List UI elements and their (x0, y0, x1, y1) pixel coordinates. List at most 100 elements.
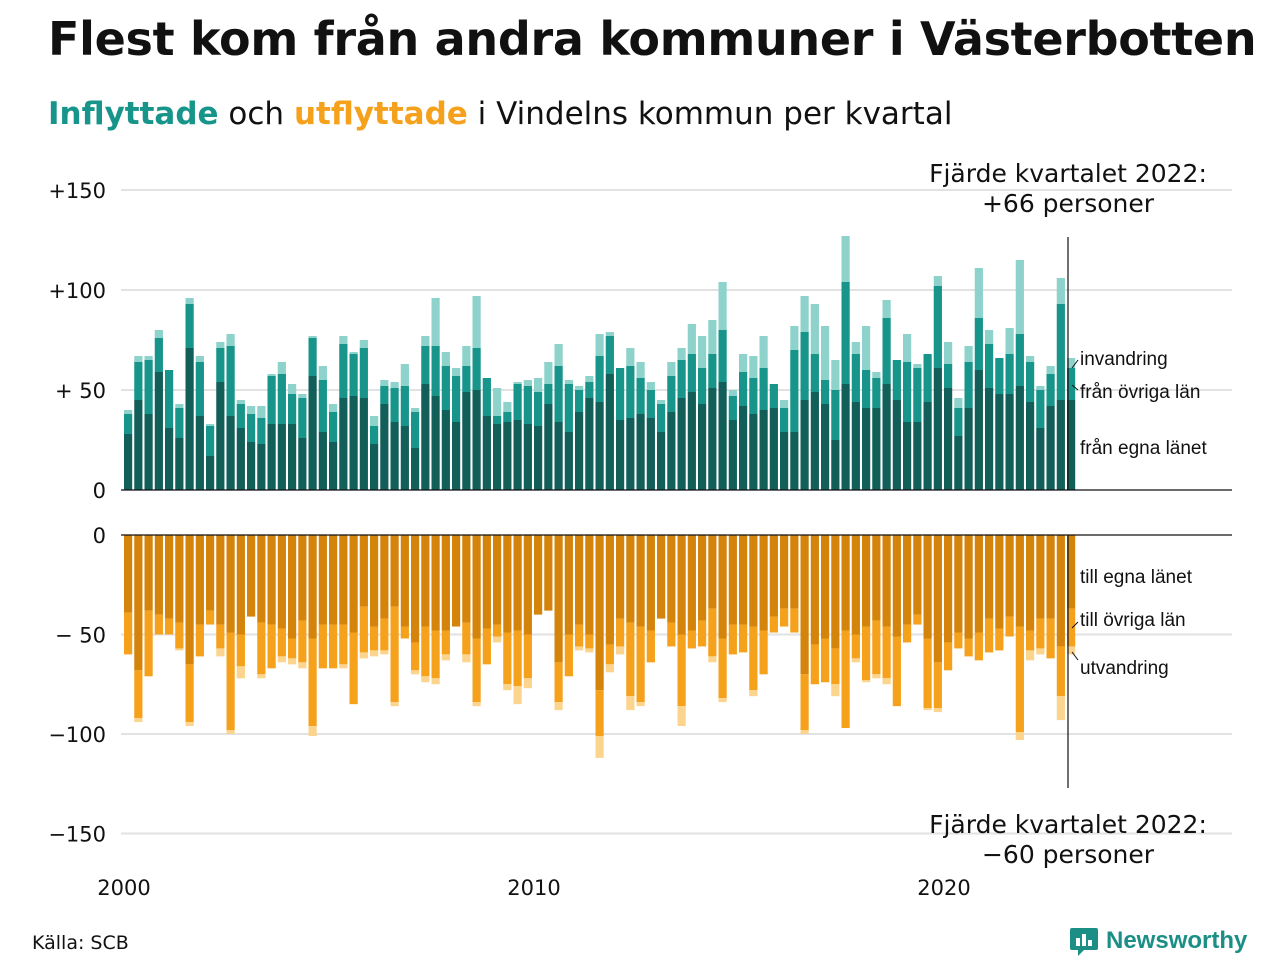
bar-out-other-counties (718, 638, 727, 699)
bar-out-own-county (749, 535, 758, 627)
bar-immigration (534, 378, 543, 392)
x-tick-label: 2020 (917, 876, 970, 900)
bar-out-own-county (144, 535, 153, 611)
bar-out-other-counties (195, 624, 204, 657)
bar-in-own-county (851, 402, 860, 490)
callout-top-line1: Fjärde kvartalet 2022: (929, 159, 1207, 188)
bar-immigration (144, 356, 153, 360)
bar-out-other-counties (1067, 608, 1076, 647)
bar-in-own-county (667, 412, 676, 490)
bar-out-own-county (944, 535, 953, 643)
bar-in-own-county (657, 432, 666, 490)
bar-out-own-county (134, 535, 143, 671)
bar-immigration (646, 382, 655, 390)
bar-immigration (298, 394, 307, 398)
bar-in-own-county (308, 376, 317, 490)
bar-out-own-county (687, 535, 696, 631)
bar-in-own-county (472, 390, 481, 490)
bar-emigration (513, 686, 522, 705)
bar-out-own-county (359, 535, 368, 607)
bar-emigration (800, 730, 809, 734)
bar-immigration (523, 380, 532, 386)
bar-out-other-counties (995, 628, 1004, 651)
label-immigration: invandring (1080, 349, 1168, 370)
bar-out-other-counties (257, 622, 266, 675)
bar-immigration (554, 344, 563, 366)
bar-in-other-counties (708, 354, 717, 388)
y-tick-label: 0 (93, 479, 106, 503)
bar-out-other-counties (913, 614, 922, 625)
bar-in-own-county (944, 388, 953, 490)
bar-in-other-counties (134, 362, 143, 400)
bar-immigration (687, 324, 696, 354)
bar-emigration (718, 698, 727, 703)
bar-in-other-counties (677, 360, 686, 398)
brand-name: Newsworthy (1106, 927, 1248, 954)
bar-in-other-counties (431, 346, 440, 396)
label-from-other-counties: från övriga län (1080, 382, 1200, 403)
bar-out-other-counties (349, 632, 358, 705)
bar-out-own-county (544, 535, 553, 611)
bar-in-other-counties (441, 366, 450, 410)
bar-in-own-county (411, 448, 420, 490)
bar-emigration (185, 722, 194, 727)
bar-in-own-county (985, 388, 994, 490)
bar-out-own-county (872, 535, 881, 621)
bar-in-other-counties (1046, 374, 1055, 406)
bar-emigration (431, 678, 440, 685)
bar-out-own-county (718, 535, 727, 639)
bar-out-other-counties (206, 610, 215, 625)
bar-out-other-counties (872, 620, 881, 675)
bar-emigration (370, 650, 379, 657)
bar-out-other-counties (267, 624, 276, 669)
bar-in-other-counties (769, 384, 778, 408)
bar-in-other-counties (739, 372, 748, 406)
bar-emigration (277, 656, 286, 663)
bar-in-other-counties (165, 370, 174, 428)
bar-in-other-counties (616, 368, 625, 420)
bar-emigration (523, 678, 532, 689)
bar-in-own-county (544, 404, 553, 490)
bar-immigration (267, 374, 276, 376)
bar-in-other-counties (349, 354, 358, 396)
bar-in-own-county (810, 392, 819, 490)
bar-out-other-counties (882, 626, 891, 679)
bar-in-other-counties (872, 378, 881, 408)
bar-out-other-counties (687, 630, 696, 649)
bar-immigration (790, 326, 799, 350)
y-tick-label: +150 (48, 179, 106, 203)
bar-in-own-county (482, 416, 491, 490)
bar-in-own-county (318, 432, 327, 490)
bar-out-own-county (790, 535, 799, 609)
bar-out-own-county (933, 535, 942, 663)
bar-out-own-county (1036, 535, 1045, 619)
bar-immigration (585, 376, 594, 382)
bar-immigration (329, 404, 338, 412)
bar-in-own-county (390, 422, 399, 490)
y-tick-label: − 50 (55, 624, 106, 648)
bar-immigration (954, 398, 963, 408)
bar-in-other-counties (482, 378, 491, 416)
annotation-leader (1071, 384, 1079, 391)
bar-out-own-county (985, 535, 994, 619)
bar-in-other-counties (646, 390, 655, 418)
bar-in-own-county (236, 428, 245, 490)
bar-immigration (308, 336, 317, 338)
bar-immigration (913, 364, 922, 368)
bar-out-other-counties (1005, 616, 1014, 637)
bar-out-other-counties (226, 632, 235, 731)
bar-in-own-county (288, 424, 297, 490)
bar-immigration (1046, 366, 1055, 374)
bar-immigration (421, 336, 430, 346)
bar-emigration (708, 656, 717, 663)
bar-in-own-county (677, 398, 686, 490)
bar-out-other-counties (503, 632, 512, 685)
bar-in-own-county (575, 412, 584, 490)
annotation-leader (1071, 651, 1079, 661)
bar-in-other-counties (687, 354, 696, 392)
bar-immigration (667, 362, 676, 376)
bar-in-other-counties (195, 362, 204, 416)
bar-out-own-county (165, 535, 174, 619)
bar-out-other-counties (554, 662, 563, 703)
bar-out-other-counties (985, 618, 994, 653)
